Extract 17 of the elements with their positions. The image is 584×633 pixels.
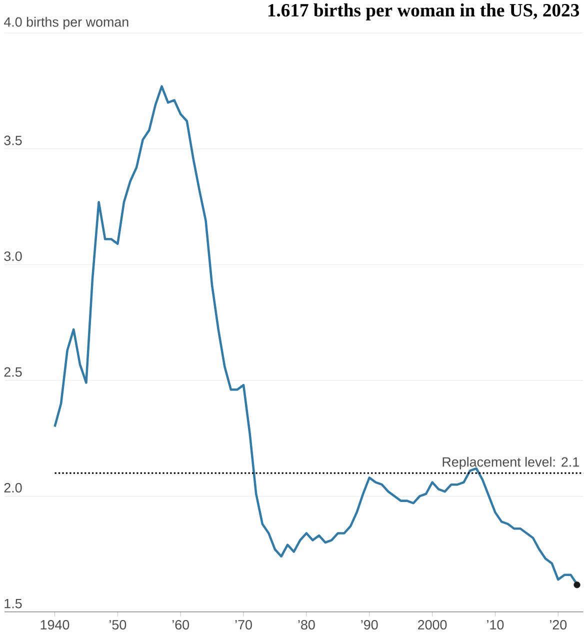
x-tick-label: ’50 (109, 620, 126, 630)
y-tick-label: 3.5 (4, 136, 22, 146)
y-tick-label: 2.5 (4, 367, 22, 377)
y-tick-label: 3.0 (4, 251, 22, 261)
x-tick-label: ’70 (235, 620, 252, 630)
ref-line-label: Replacement level: 2.1 (442, 456, 579, 470)
y-tick-label: 2.0 (4, 483, 22, 493)
x-tick-label: ’60 (172, 620, 189, 630)
x-tick-label: ’90 (361, 620, 378, 630)
chart-title: 1.617 births per woman in the US, 2023 (268, 3, 579, 20)
x-tick-label: 2000 (418, 620, 447, 630)
x-tick-label: ’10 (487, 620, 504, 630)
x-tick-label: ’20 (550, 620, 567, 630)
x-tick-label: ’80 (298, 620, 315, 630)
y-tick-label: 1.5 (4, 598, 22, 608)
y-tick-label: 4.0 births per woman (4, 16, 128, 30)
x-tick-label: 1940 (40, 620, 70, 630)
